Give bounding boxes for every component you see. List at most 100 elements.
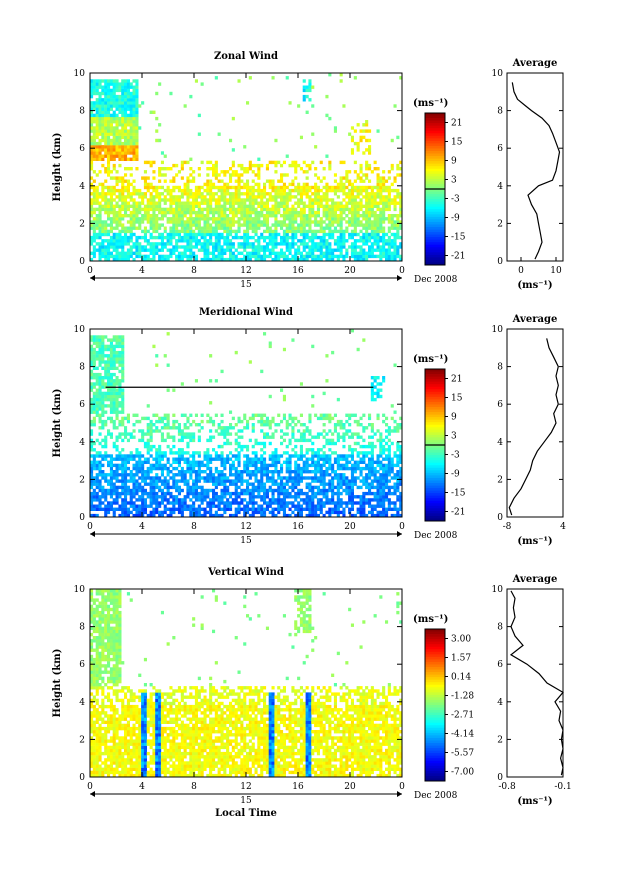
heatmap-cell [274,242,278,246]
heatmap-cell [274,210,278,215]
heatmap-cell [297,476,301,480]
heatmap-cell [118,419,122,424]
heatmap-cell [265,179,269,183]
heatmap-cell [243,498,247,502]
heatmap-cell [104,126,108,130]
heatmap-cell [95,173,99,177]
heatmap-cell [90,242,94,246]
heatmap-cell [231,214,235,218]
heatmap-cell [243,242,247,246]
heatmap-cell [350,138,354,143]
heatmap-cell [226,242,230,246]
heatmap-cell [333,441,337,446]
heatmap-cell [138,488,142,493]
heatmap-cell [285,245,289,249]
heatmap-cell [325,473,329,477]
heatmap-cell [163,167,167,171]
heatmap-cell [183,501,187,505]
heatmap-cell [314,201,318,205]
heatmap-cell [370,210,374,215]
heatmap-cell [339,226,343,230]
heatmap-cell [126,201,130,205]
heatmap-cell [248,254,252,259]
x-tick-label: 16 [292,266,304,276]
heatmap-cell [177,463,181,468]
heatmap-cell [118,254,122,259]
heatmap-cell [308,495,312,499]
heatmap-cell [206,192,210,196]
heatmap-cell [234,188,238,193]
heatmap-cell [260,413,264,417]
heatmap-cell [231,207,235,212]
heatmap-cell [356,185,360,190]
heatmap-cell [186,248,190,252]
heatmap-cell [206,214,210,218]
heatmap-cell [243,479,247,483]
heatmap-cell [115,388,119,392]
heatmap-cell [280,498,284,502]
heatmap-cell [240,179,244,183]
heatmap-cell [121,482,125,486]
heatmap-cell [192,482,196,486]
heatmap-cell [149,454,153,458]
heatmap-cell [155,207,159,212]
colorbar-tick-label: -3 [451,195,460,205]
heatmap-cell [124,129,128,133]
heatmap-cell [359,163,363,168]
heatmap-cell [197,242,201,246]
heatmap-cell [257,470,261,474]
heatmap-cell [124,188,128,193]
heatmap-cell [212,476,216,480]
heatmap-cell [294,454,298,458]
heatmap-cell [141,479,145,483]
heatmap-cell [308,85,312,89]
heatmap-cell [396,235,400,240]
heatmap-cell [382,242,386,246]
heatmap-cell [112,101,116,105]
heatmap-cell [152,423,156,427]
heatmap-cell [271,207,275,212]
heatmap-cell [229,138,233,143]
heatmap-cell [101,226,105,230]
heatmap-cell [220,198,224,202]
heatmap-cell [365,226,369,230]
heatmap-cell [152,188,156,193]
heatmap-cell [214,192,218,196]
heatmap-cell [183,423,187,427]
heatmap-cell [277,423,281,427]
heatmap-cell [390,254,394,259]
heatmap-cell [155,491,159,496]
heatmap-cell [109,507,113,511]
heatmap-cell [189,192,193,196]
heatmap-cell [325,466,329,471]
heatmap-cell [143,226,147,230]
heatmap-cell [376,188,380,193]
heatmap-cell [101,145,105,149]
heatmap-cell [149,245,153,249]
heatmap-cell [399,254,403,259]
heatmap-cell [319,457,323,461]
heatmap-cell [319,470,323,474]
heatmap-cell [214,204,218,208]
heatmap-cell [214,495,218,499]
heatmap-cell [382,210,386,215]
heatmap-cell [271,204,275,208]
heatmap-cell [274,185,278,190]
y-tick-label: 10 [74,69,86,79]
heatmap-cell [396,226,400,230]
heatmap-cell [200,257,204,262]
heatmap-cell [101,454,105,458]
heatmap-cell [197,451,201,455]
heatmap-cell [285,479,289,483]
heatmap-cell [129,251,133,255]
heatmap-cell [101,501,105,505]
heatmap-cell [132,91,136,96]
heatmap-cell [268,226,272,230]
heatmap-cell [90,110,94,114]
heatmap-cell [331,485,335,490]
heatmap-cell [220,476,224,480]
heatmap-cell [109,485,113,490]
heatmap-cell [107,366,111,370]
heatmap-cell [115,485,119,490]
